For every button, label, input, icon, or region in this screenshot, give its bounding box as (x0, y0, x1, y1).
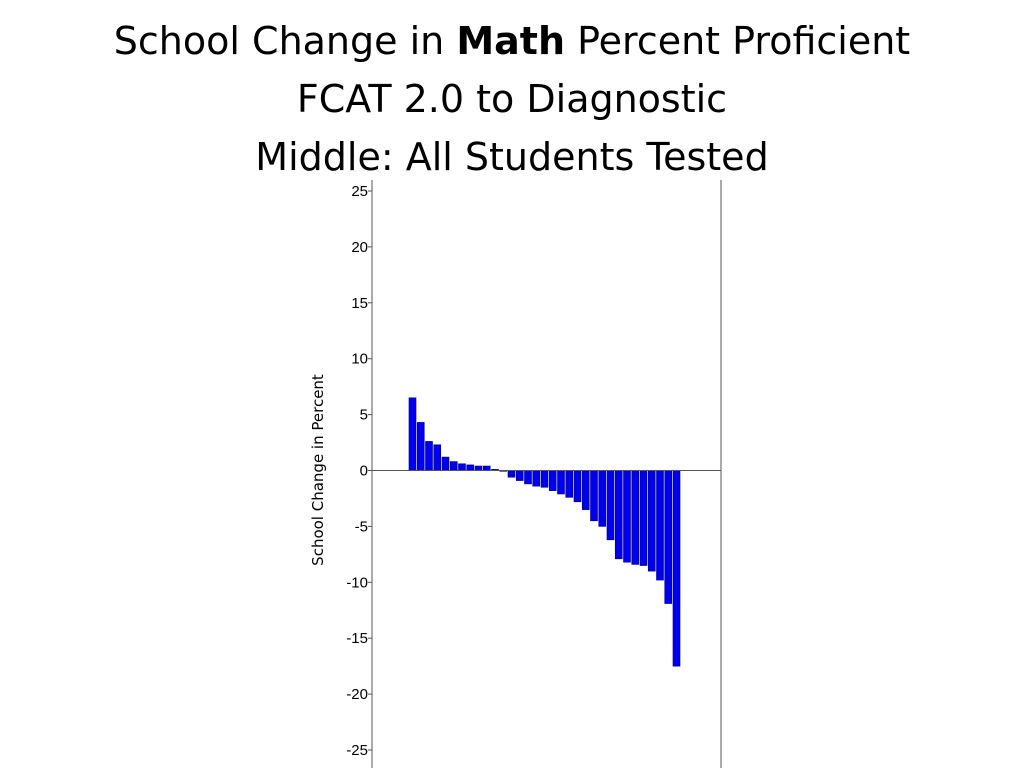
bar-23 (590, 470, 598, 522)
y-tick-label: -10 (346, 574, 368, 591)
title-line-3: Middle: All Students Tested (255, 135, 769, 179)
bar-9 (474, 465, 483, 471)
y-tick-label: -20 (346, 686, 368, 703)
bar-8 (466, 464, 475, 471)
y-tick-label: 0 (360, 463, 368, 480)
title-line-1-start: School Change in (113, 19, 457, 63)
bar-1 (408, 397, 417, 471)
bar-13 (507, 470, 516, 478)
bar-28 (631, 470, 640, 565)
bar-26 (614, 470, 623, 560)
bar-31 (656, 470, 664, 581)
bars-layer (408, 397, 681, 667)
bar-2 (416, 422, 425, 471)
bar-27 (623, 470, 631, 563)
bar-25 (606, 470, 615, 541)
bar-20 (565, 470, 574, 498)
labels-layer: 25 20 15 10 5 0 -5 -10 -15 -20 -25 School Change in… (309, 183, 368, 759)
bar-6 (449, 461, 458, 471)
y-tick-label: 5 (360, 407, 368, 424)
bar-15 (524, 470, 532, 485)
title-line-1: School Change in Math Percent Proficient (0, 12, 1024, 70)
bar-32 (664, 470, 673, 604)
y-tick-label: 10 (351, 351, 368, 368)
bar-33 (672, 470, 681, 667)
bar-24 (598, 470, 607, 527)
y-axis-title: School Change in Percent (309, 374, 327, 566)
bar-17 (540, 470, 549, 488)
y-tick-label: -25 (346, 742, 368, 759)
y-tick-label: 15 (351, 295, 368, 312)
bar-18 (548, 470, 557, 491)
slide-title: School Change in Math Percent Proficient… (0, 12, 1024, 186)
bar-5 (441, 456, 450, 471)
bar-30 (647, 470, 656, 572)
axes-layer (368, 180, 722, 768)
bar-21 (573, 470, 582, 503)
y-tick-label: -15 (346, 630, 368, 647)
y-tick-label: 25 (351, 183, 368, 200)
y-tick-label: -5 (355, 518, 368, 535)
bar-3 (425, 441, 433, 471)
bar-22 (581, 470, 590, 510)
bar-29 (639, 470, 648, 566)
bar-7 (458, 463, 466, 471)
bar-19 (557, 470, 565, 495)
bar-16 (532, 470, 541, 487)
title-line-1-end: Percent Proficient (565, 19, 911, 63)
bar-14 (515, 470, 524, 481)
title-line-1-bold: Math (456, 19, 566, 63)
title-line-2: FCAT 2.0 to Diagnostic (296, 77, 728, 121)
bar-10 (482, 465, 491, 471)
bar-4 (433, 444, 442, 471)
y-tick-label: 20 (351, 239, 368, 256)
